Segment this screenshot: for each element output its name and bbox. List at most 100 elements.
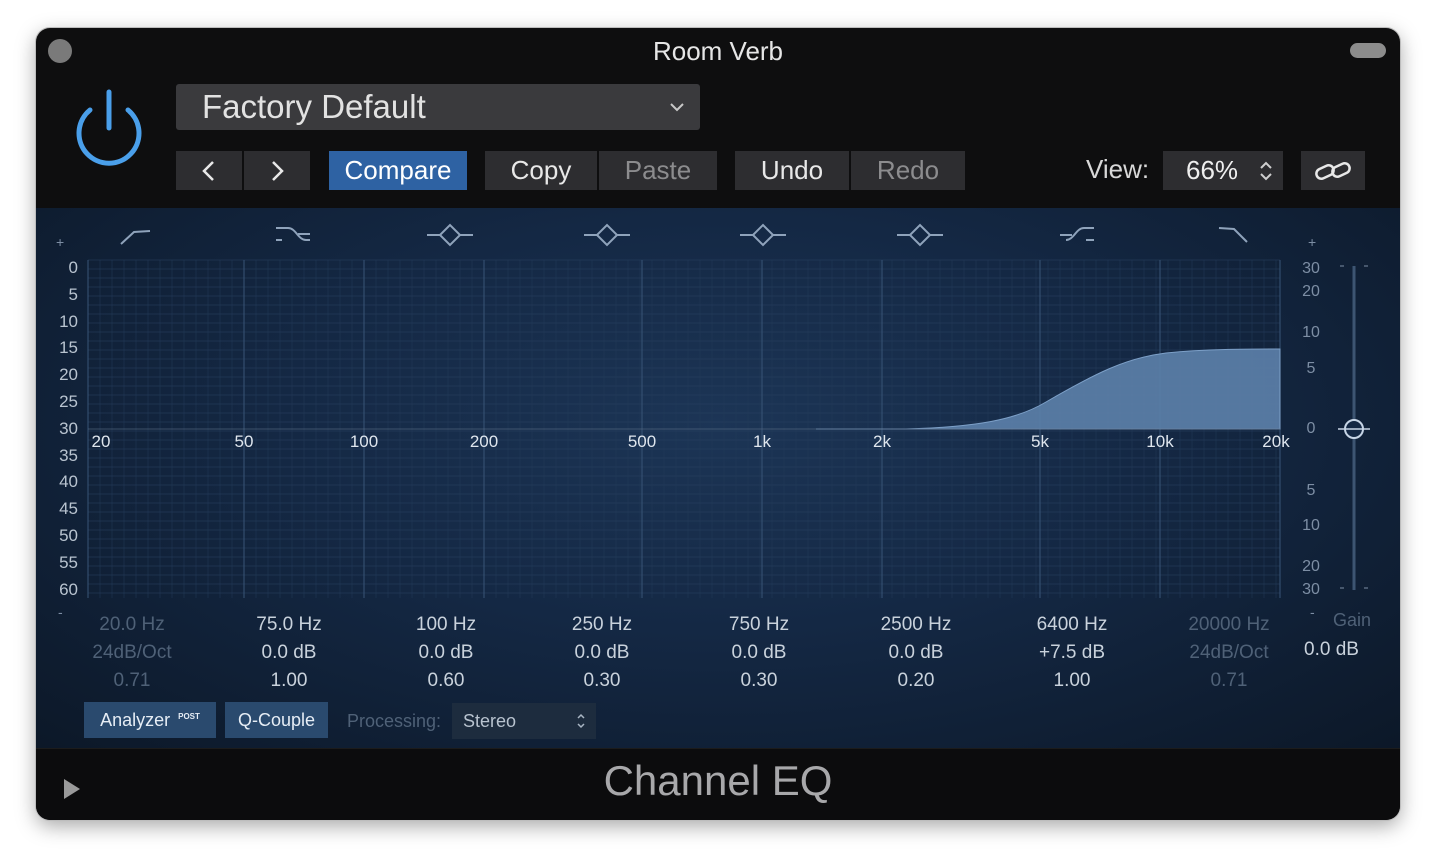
band-gain-value[interactable]: +7.5 dB — [1038, 642, 1106, 663]
frequency-label: 2k — [873, 432, 891, 451]
left-scale-label: 55 — [59, 552, 78, 572]
frequency-label: 200 — [469, 432, 499, 451]
plugin-name: Channel EQ — [603, 757, 833, 804]
band-q-value[interactable]: 0.30 — [583, 670, 621, 691]
gain-label: Gain — [1333, 610, 1372, 630]
band-gain-value[interactable]: 0.0 dB — [418, 642, 474, 663]
redo-button[interactable]: Redo — [851, 151, 965, 190]
right-scale-minus: - — [1310, 604, 1315, 620]
window-resize-pill[interactable] — [1350, 43, 1386, 58]
q-couple-button[interactable]: Q-Couple — [225, 702, 328, 738]
band-2-parameters: 75.0 Hz 0.0 dB 1.00 — [219, 611, 359, 695]
right-scale-label: 20 — [1302, 558, 1320, 575]
right-scale-label: 5 — [1306, 360, 1316, 377]
band-q-value[interactable]: 0.30 — [740, 670, 778, 691]
band-freq-value[interactable]: 6400 Hz — [1036, 614, 1108, 635]
chevron-right-icon — [272, 160, 284, 181]
left-scale-label: 25 — [59, 392, 78, 411]
close-button[interactable] — [48, 39, 72, 63]
band-gain-value[interactable]: 0.0 dB — [731, 642, 787, 663]
band-gain-value[interactable]: 0.0 dB — [888, 642, 944, 663]
eq-graph[interactable] — [36, 208, 1400, 618]
band-1-parameters: 20.0 Hz 24dB/Oct 0.71 — [62, 611, 202, 695]
band-q-value[interactable]: 1.00 — [1053, 670, 1091, 691]
band-gain-value[interactable]: 0.0 dB — [574, 642, 630, 663]
frequency-label: 500 — [627, 432, 657, 451]
left-scale-plus: + — [56, 234, 65, 250]
band-freq-value[interactable]: 250 Hz — [571, 614, 633, 635]
window-title: Room Verb — [652, 36, 784, 66]
band-gain-value[interactable]: 0.0 dB — [261, 642, 317, 663]
band-4-parameters: 250 Hz 0.0 dB 0.30 — [532, 611, 672, 695]
left-scale-label: 60 — [59, 579, 78, 599]
copy-button[interactable]: Copy — [485, 151, 597, 190]
band-freq-value[interactable]: 75.0 Hz — [256, 614, 322, 635]
view-zoom-value: 66% — [1186, 155, 1239, 185]
preset-name: Factory Default — [202, 88, 426, 125]
frequency-label: 20 — [91, 432, 111, 451]
left-scale-label: 40 — [59, 472, 78, 492]
band-freq-value[interactable]: 750 Hz — [728, 614, 790, 635]
left-scale-label: 30 — [59, 418, 78, 438]
paste-button[interactable]: Paste — [599, 151, 717, 190]
low-shelf-icon — [276, 227, 310, 241]
previous-preset-button[interactable] — [176, 151, 242, 190]
analyzer-post-badge: POST — [178, 711, 200, 721]
high-shelf-icon — [1060, 227, 1094, 241]
left-scale-label: 20 — [59, 365, 78, 385]
plugin-window: Room Verb Factory Default Compare Copy P… — [36, 28, 1400, 820]
right-scale-label: 10 — [1302, 517, 1320, 534]
band-freq-value[interactable]: 100 Hz — [415, 614, 477, 635]
preset-dropdown[interactable]: Factory Default — [176, 84, 700, 130]
left-scale-label: 5 — [68, 284, 78, 304]
play-triangle-icon[interactable] — [64, 779, 80, 799]
chevron-down-icon — [670, 103, 684, 112]
frequency-label: 20k — [1262, 432, 1290, 451]
left-scale-label: 35 — [59, 445, 78, 465]
band-3-parameters: 100 Hz 0.0 dB 0.60 — [376, 611, 516, 695]
band-q-value[interactable]: 0.71 — [113, 670, 151, 691]
band-8-parameters: 20000 Hz 24dB/Oct 0.71 — [1159, 611, 1299, 695]
right-scale-label: 30 — [1302, 260, 1320, 277]
next-preset-button[interactable] — [244, 151, 310, 190]
band-freq-value[interactable]: 20000 Hz — [1188, 614, 1270, 635]
processing-select[interactable]: Stereo — [452, 703, 596, 739]
band-6-parameters: 2500 Hz 0.0 dB 0.20 — [846, 611, 986, 695]
left-scale-label: 0 — [68, 258, 78, 277]
band-gain-value[interactable]: 24dB/Oct — [1189, 642, 1269, 663]
undo-button[interactable]: Undo — [735, 151, 849, 190]
band-freq-value[interactable]: 20.0 Hz — [99, 614, 165, 635]
band-q-value[interactable]: 0.71 — [1210, 670, 1248, 691]
left-scale-label: 45 — [59, 499, 78, 519]
band-q-value[interactable]: 0.60 — [427, 670, 465, 691]
frequency-label: 10k — [1146, 432, 1174, 451]
link-button[interactable] — [1301, 151, 1365, 190]
footer-bar: Channel EQ — [36, 748, 1400, 820]
band-q-value[interactable]: 0.20 — [897, 670, 935, 691]
left-scale-minus: - — [58, 604, 63, 620]
power-icon[interactable] — [70, 86, 148, 168]
view-zoom-select[interactable]: 66% — [1163, 151, 1283, 190]
gain-value[interactable]: 0.0 dB — [1304, 639, 1359, 660]
frequency-label: 5k — [1031, 432, 1049, 451]
band-q-value[interactable]: 1.00 — [270, 670, 308, 691]
left-scale-label: 10 — [59, 311, 78, 331]
compare-button[interactable]: Compare — [329, 151, 467, 190]
frequency-label: 50 — [234, 432, 254, 451]
right-scale-label: 20 — [1302, 283, 1320, 300]
left-scale-label: 50 — [59, 526, 78, 545]
band-gain-value[interactable]: 24dB/Oct — [92, 642, 172, 663]
processing-value: Stereo — [463, 710, 517, 731]
right-scale-plus: + — [1308, 234, 1317, 250]
right-scale-label: 10 — [1302, 324, 1320, 341]
high-cut-icon — [1218, 227, 1248, 243]
right-scale-label: 5 — [1306, 482, 1316, 499]
frequency-label: 100 — [349, 432, 379, 451]
bell-icon — [897, 223, 943, 247]
view-label: View: — [1086, 154, 1150, 184]
eq-curve — [816, 348, 1281, 430]
right-scale-label: 0 — [1306, 420, 1316, 437]
analyzer-button[interactable]: Analyzer POST — [84, 702, 216, 738]
right-scale-label: 30 — [1302, 581, 1320, 598]
band-freq-value[interactable]: 2500 Hz — [880, 614, 952, 635]
